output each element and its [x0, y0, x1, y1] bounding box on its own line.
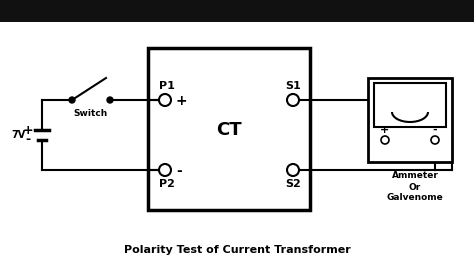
Bar [148, 48, 310, 210]
Text: Switch: Switch [74, 109, 108, 118]
Text: Ammeter: Ammeter [392, 172, 438, 181]
Text: Polarity Test of Current Transformer: Polarity Test of Current Transformer [124, 245, 350, 255]
Text: Or: Or [409, 182, 421, 192]
Text: S2: S2 [285, 179, 301, 189]
Circle shape [381, 136, 389, 144]
Circle shape [107, 97, 113, 103]
Text: +: + [23, 123, 33, 136]
Text: -: - [26, 134, 30, 147]
Circle shape [287, 164, 299, 176]
Text: 7V: 7V [12, 130, 26, 140]
Circle shape [431, 136, 439, 144]
Bar [368, 78, 452, 162]
Circle shape [159, 164, 171, 176]
Text: S1: S1 [285, 81, 301, 91]
Circle shape [69, 97, 75, 103]
Text: P1: P1 [159, 81, 175, 91]
Text: +: + [380, 125, 390, 135]
Text: -: - [176, 164, 182, 178]
Bar [0, 0, 474, 22]
Circle shape [287, 94, 299, 106]
Text: +: + [175, 94, 187, 108]
Text: Galvenome: Galvenome [387, 193, 443, 202]
Text: CT: CT [216, 121, 242, 139]
Circle shape [159, 94, 171, 106]
Text: P2: P2 [159, 179, 175, 189]
Bar [374, 83, 446, 127]
Text: -: - [433, 125, 438, 135]
